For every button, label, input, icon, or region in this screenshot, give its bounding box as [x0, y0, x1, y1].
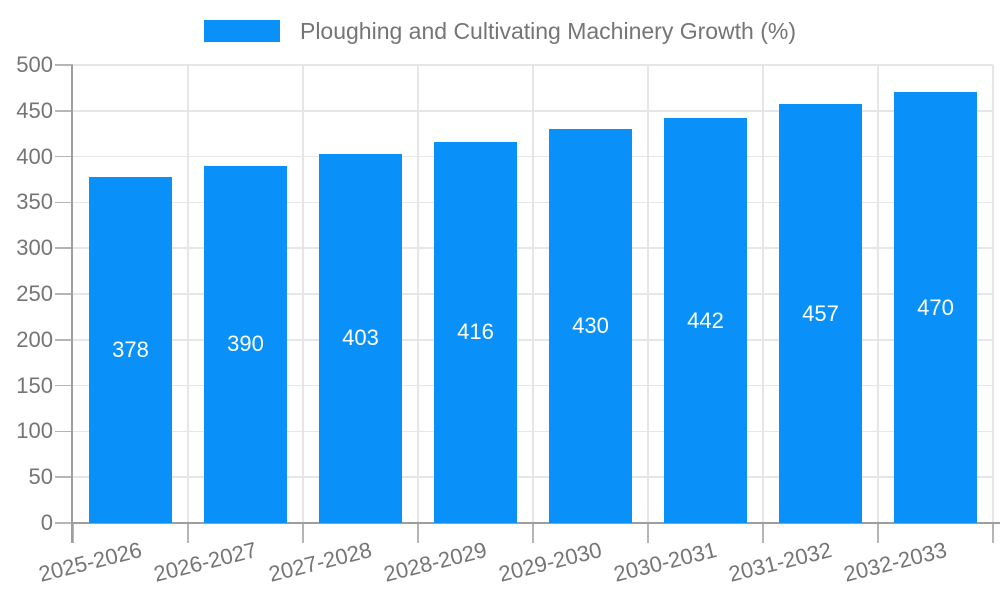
- x-axis-tick: [992, 523, 994, 543]
- bar[interactable]: 430: [549, 129, 632, 523]
- x-axis-tick: [532, 523, 534, 543]
- y-axis-tick: [55, 201, 73, 204]
- gridline-vertical: [417, 65, 419, 523]
- x-axis-tick: [72, 523, 74, 543]
- x-axis-label: 2026-2027: [151, 537, 260, 587]
- y-axis-tick: [55, 247, 73, 249]
- y-axis-label: 100: [16, 418, 53, 444]
- y-axis-label: 350: [16, 189, 53, 215]
- x-axis-label: 2031-2032: [726, 537, 835, 587]
- bar-value-label: 457: [802, 300, 839, 326]
- bar[interactable]: 378: [89, 176, 172, 523]
- x-axis-label: 2029-2030: [496, 537, 605, 587]
- y-axis-tick: [55, 110, 73, 112]
- y-axis-tick: [55, 522, 73, 524]
- y-axis-label: 450: [16, 97, 53, 123]
- x-axis-label: 2032-2033: [841, 537, 950, 587]
- bar-value-label: 416: [457, 319, 494, 345]
- gridline-vertical: [532, 65, 534, 523]
- y-axis-tick: [55, 476, 73, 478]
- gridline-vertical: [992, 65, 994, 523]
- x-axis-tick: [187, 523, 189, 543]
- x-axis-tick: [302, 523, 304, 543]
- y-axis-tick: [55, 430, 73, 433]
- x-axis-tick: [647, 523, 649, 543]
- bar[interactable]: 390: [204, 165, 287, 523]
- legend-label: Ploughing and Cultivating Machinery Grow…: [299, 17, 797, 44]
- x-axis-tick: [762, 523, 764, 543]
- y-axis-label: 50: [28, 464, 53, 490]
- gridline-vertical: [877, 65, 879, 523]
- x-axis-label: 2028-2029: [381, 537, 490, 587]
- legend-item[interactable]: Ploughing and Cultivating Machinery Grow…: [0, 15, 1000, 47]
- gridline-vertical: [762, 65, 764, 523]
- bar-value-label: 390: [227, 331, 264, 357]
- y-axis-tick: [55, 339, 73, 341]
- bar-value-label: 430: [572, 313, 609, 339]
- bar[interactable]: 416: [434, 141, 517, 523]
- legend-swatch: [203, 20, 280, 42]
- y-axis-label: 400: [16, 143, 53, 169]
- y-axis-tick: [55, 384, 73, 387]
- y-axis-label: 0: [40, 510, 53, 535]
- bar[interactable]: 470: [894, 92, 977, 523]
- bar-value-label: 378: [112, 336, 149, 362]
- x-axis-label: 2025-2026: [36, 537, 145, 587]
- x-axis-line: [71, 521, 1000, 524]
- bar-value-label: 403: [342, 325, 379, 351]
- y-axis-tick: [55, 64, 73, 66]
- bar[interactable]: 442: [664, 118, 747, 523]
- gridline-vertical: [187, 65, 189, 523]
- x-axis-tick: [877, 523, 879, 543]
- x-axis-label: 2027-2028: [266, 537, 375, 587]
- y-axis-tick: [55, 155, 73, 158]
- gridline-vertical: [647, 65, 649, 523]
- bar-value-label: 442: [687, 307, 724, 333]
- y-axis-label: 150: [16, 372, 53, 398]
- bar[interactable]: 403: [319, 153, 402, 523]
- y-axis-label: 500: [16, 52, 53, 77]
- y-axis-label: 200: [16, 326, 53, 352]
- y-axis-label: 250: [16, 281, 53, 306]
- bar[interactable]: 457: [779, 104, 862, 523]
- gridline-vertical: [302, 65, 304, 523]
- y-axis-line: [71, 65, 73, 543]
- y-axis-tick: [55, 293, 73, 295]
- x-axis-tick: [417, 523, 419, 543]
- y-axis-label: 300: [16, 235, 53, 261]
- bar-value-label: 470: [917, 294, 954, 320]
- x-axis-label: 2030-2031: [611, 537, 720, 587]
